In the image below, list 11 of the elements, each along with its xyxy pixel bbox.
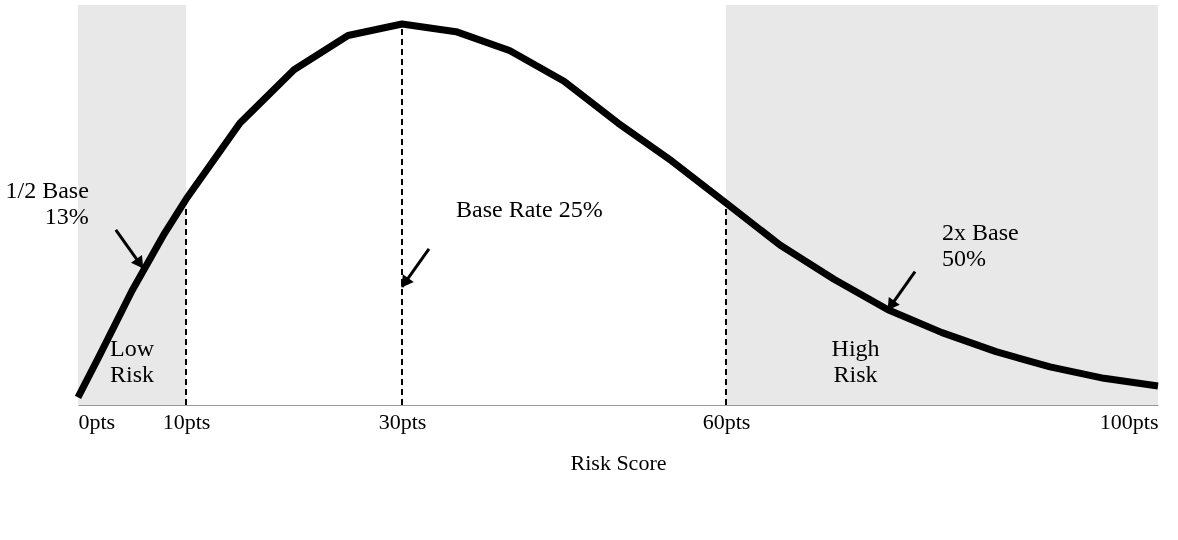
x-tick-label: 0pts: [78, 408, 116, 434]
x-tick-label: 10pts: [162, 408, 211, 434]
annotation: 1/2 Base 13%: [5, 177, 89, 230]
x-tick-label: 100pts: [1099, 408, 1159, 434]
x-axis-title: Risk Score: [570, 449, 667, 475]
ref-line-label: Base Rate 25%: [456, 196, 603, 223]
annotation: 2x Base 50%: [942, 219, 1019, 271]
x-tick-label: 60pts: [702, 408, 751, 434]
band-label: High Risk: [831, 335, 880, 387]
band-label: Low Risk: [109, 335, 155, 387]
x-tick-label: 30pts: [378, 408, 427, 434]
